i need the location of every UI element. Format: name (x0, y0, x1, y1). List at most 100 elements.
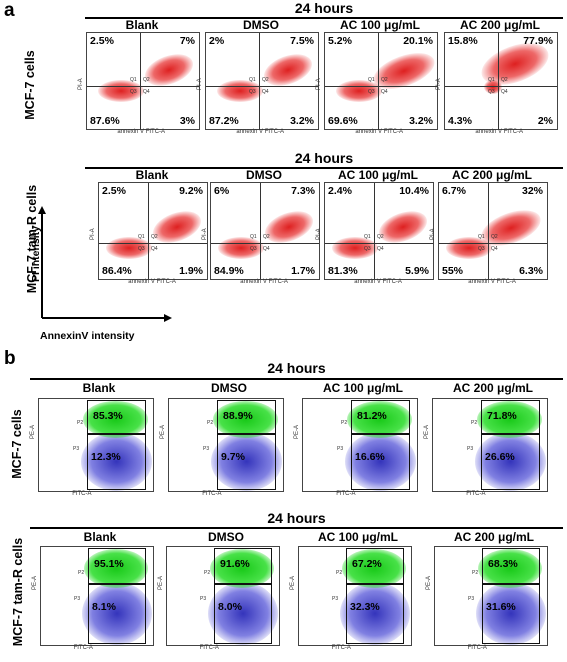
gate-p3[interactable] (481, 433, 540, 490)
quadrant-percent-ll: 84.9% (214, 264, 244, 277)
x-axis-label: annexin V FITC-A (128, 279, 176, 285)
gate-p2[interactable] (481, 400, 540, 435)
quadrant-label-q4: Q4 (381, 89, 388, 95)
y-axis-label: PI-A (78, 77, 84, 90)
gate-label-p2: P2 (472, 570, 479, 576)
gate-p2[interactable] (482, 548, 540, 585)
quadrant-label-q3: Q3 (250, 246, 257, 252)
col-label: DMSO (211, 381, 247, 395)
panel-b-letter: b (4, 348, 16, 369)
x-axis-label: annexin V FITC-A (354, 279, 402, 285)
quadrant-percent-lr: 5.9% (405, 264, 429, 277)
gate-p3[interactable] (87, 433, 146, 490)
quadrant-divider-vertical[interactable] (374, 183, 375, 279)
quadrant-divider-horizontal[interactable] (445, 86, 557, 87)
gate-label-p2: P2 (207, 420, 214, 426)
quadrant-divider-vertical[interactable] (260, 183, 261, 279)
gate-label-p2: P2 (204, 570, 211, 576)
quadrant-divider-horizontal[interactable] (325, 243, 433, 244)
quadrant-divider-vertical[interactable] (259, 33, 260, 129)
gate-p3[interactable] (88, 583, 146, 644)
quadrant-percent-lr: 3% (179, 114, 195, 127)
quadrant-percent-ur: 7% (179, 35, 195, 47)
quadrant-divider-horizontal[interactable] (439, 243, 547, 244)
y-axis-label: PE-A (32, 576, 38, 591)
quadrant-divider-horizontal[interactable] (325, 86, 437, 87)
x-axis-label: annexin V FITC-A (355, 129, 404, 135)
cell-cluster-live (106, 237, 152, 259)
x-axis-label: FITC-A (331, 645, 351, 651)
gate-label-p2: P2 (77, 420, 84, 426)
gate-p3[interactable] (217, 433, 276, 490)
gate-p2[interactable] (217, 400, 276, 435)
quadrant-label-q4: Q4 (151, 246, 158, 252)
col-label: AC 200 μg/mL (452, 381, 534, 395)
col-label: AC 100 μg/mL (322, 381, 404, 395)
panel-b-row2-time: 24 hours (267, 510, 326, 526)
quadrant-percent-ur: 20.1% (403, 35, 433, 47)
y-axis-label: PI-A (316, 77, 322, 90)
quadrant-percent-lr: 2% (537, 114, 553, 127)
gate-percent-top: 67.2% (352, 558, 382, 570)
panel-b-row2-rule (30, 527, 563, 529)
gate-p2[interactable] (87, 400, 146, 435)
quadrant-divider-horizontal[interactable] (211, 243, 319, 244)
quadrant-divider-vertical[interactable] (498, 33, 499, 129)
gate-p2[interactable] (88, 548, 146, 585)
quadrant-divider-horizontal[interactable] (87, 86, 199, 87)
flow-plot: P2 P3 71.8% 26.6% (432, 398, 548, 492)
gate-p2[interactable] (351, 400, 410, 435)
panel-a-row1-label: MCF-7 cells (23, 50, 37, 120)
y-axis-label: PE-A (424, 425, 430, 440)
gate-p3[interactable] (346, 583, 404, 644)
quadrant-divider-vertical[interactable] (488, 183, 489, 279)
quadrant-label-q3: Q3 (249, 89, 256, 95)
col-label: DMSO (243, 18, 279, 32)
cell-cluster-green (477, 401, 542, 438)
gate-p3[interactable] (482, 583, 540, 644)
quadrant-percent-ul: 2% (209, 35, 225, 47)
col-label: AC 100 μg/mL (337, 168, 419, 182)
cell-cluster-live (218, 237, 264, 259)
flow-plot: P2 P3 68.3% 31.6% (434, 546, 548, 646)
panel-b-row1-label: MCF-7 cells (10, 409, 24, 479)
col-label: AC 200 μg/mL (451, 168, 533, 182)
gate-percent-bottom: 31.6% (486, 601, 516, 613)
quadrant-label-q2: Q2 (262, 77, 269, 83)
quadrant-percent-ll: 55% (442, 264, 464, 277)
gate-p2[interactable] (346, 548, 404, 585)
quadrant-percent-lr: 1.7% (291, 264, 315, 277)
quadrant-label-q1: Q1 (138, 234, 145, 240)
col-label: Blank (82, 381, 116, 395)
quadrant-percent-ll: 81.3% (328, 264, 358, 277)
x-axis-label: FITC-A (467, 645, 487, 651)
quadrant-percent-ll: 86.4% (102, 264, 132, 277)
cell-cluster-green (213, 401, 278, 438)
quadrant-divider-horizontal[interactable] (99, 243, 207, 244)
quadrant-percent-lr: 3.2% (290, 114, 314, 127)
cell-cluster-blue (208, 582, 278, 645)
quadrant-label-q4: Q4 (501, 89, 508, 95)
cell-cluster-green (347, 401, 412, 438)
quadrant-divider-horizontal[interactable] (206, 86, 318, 87)
quadrant-divider-vertical[interactable] (148, 183, 149, 279)
gate-p3[interactable] (351, 433, 410, 490)
panel-b-row1-time: 24 hours (267, 360, 326, 376)
flow-plot: Q1 Q2 Q3 Q4 5.2% 20.1% 69.6% 3.2% (324, 32, 440, 130)
x-axis-label: FITC-A (202, 491, 222, 497)
quadrant-label-q2: Q2 (143, 77, 150, 83)
panel-b-row1-rule (30, 378, 563, 380)
quadrant-divider-vertical[interactable] (378, 33, 379, 129)
gate-label-p3: P3 (203, 446, 210, 452)
gate-label-p2: P2 (336, 570, 343, 576)
y-axis-label: PE-A (426, 576, 432, 591)
col-label: AC 100 μg/mL (317, 530, 399, 544)
gate-p2[interactable] (214, 548, 272, 585)
quadrant-divider-vertical[interactable] (140, 33, 141, 129)
cell-cluster-green (342, 549, 406, 588)
y-axis-label: PI-A (436, 77, 442, 90)
gate-p3[interactable] (214, 583, 272, 644)
col-label: DMSO (208, 530, 244, 544)
cell-cluster-blue (81, 432, 152, 491)
quadrant-percent-ul: 2.5% (90, 35, 114, 47)
